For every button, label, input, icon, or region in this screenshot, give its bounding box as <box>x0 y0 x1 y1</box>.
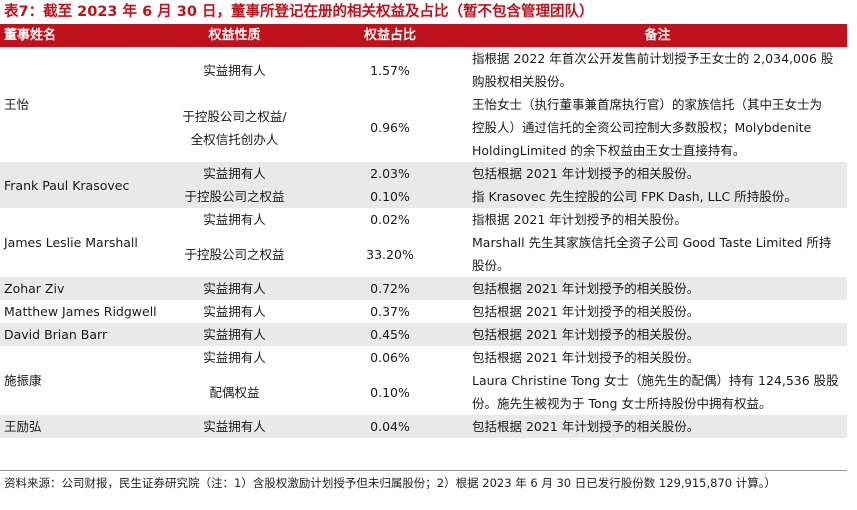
remark-cell: Marshall 先生其家族信托全资子公司 Good Taste Limited… <box>468 231 847 277</box>
equity-nature-line: 于控股公司之权益 <box>184 246 285 262</box>
equity-nature-line: 实益拥有人 <box>203 281 266 296</box>
table-row: 于控股公司之权益 33.20% Marshall 先生其家族信托全资子公司 Good… <box>0 231 847 277</box>
table-row: 王励弘 实益拥有人 0.04% 包括根据 2021 年计划授予的相关股份。 <box>0 415 847 438</box>
director-name-cell: Frank Paul Krasovec <box>0 162 157 208</box>
equity-nature-line: 配偶权益 <box>209 384 260 400</box>
equity-percent-cell: 0.72% <box>312 277 468 300</box>
remark-line: Marshall 先生其家族信托全资子公司 Good Taste Limited… <box>472 235 832 250</box>
director-name-cell: 施振康 <box>4 373 42 388</box>
director-name-cell: 王励弘 <box>0 415 157 438</box>
equity-nature-line: 实益拥有人 <box>203 62 266 78</box>
equity-nature-line: 实益拥有人 <box>203 350 266 365</box>
equity-percent-cell: 0.10% <box>370 384 410 400</box>
director-name-cell: James Leslie Marshall <box>4 235 138 250</box>
header-equity-percent: 权益占比 <box>312 24 468 47</box>
remark-line: 包括根据 2021 年计划授予的相关股份。 <box>472 327 700 342</box>
remark-line: 王怡女士（执行董事兼首席执行官）的家族信托（其中王女士为 <box>472 97 823 112</box>
equity-nature-cell: 实益拥有人 <box>157 208 312 231</box>
equity-percent-cell: 0.06% <box>370 350 410 365</box>
table-row: 王怡 实益拥有人 1.57% 指根据 2022 年首次公开发售前计划授予王女士的 2,… <box>0 47 847 112</box>
remark-cell: 包括根据 2021 年计划授予的相关股份。 <box>468 415 847 438</box>
equity-nature-cell: 实益拥有人 <box>157 162 312 185</box>
equity-nature-cell: 实益拥有人 <box>157 47 312 93</box>
equity-nature-cell: 于控股公司之权益 <box>157 185 312 208</box>
remark-line: 指 Krasovec 先生控股的公司 FPK Dash, LLC 所持股份。 <box>472 189 797 204</box>
remark-line: 包括根据 2021 年计划授予的相关股份。 <box>472 304 700 319</box>
director-name-cell: David Brian Barr <box>0 323 157 346</box>
table-header-row: 董事姓名 权益性质 权益占比 备注 <box>0 24 847 47</box>
equity-nature-line: 全权信托创办人 <box>190 131 279 147</box>
remark-line: 指根据 2022 年首次公开发售前计划授予王女士的 2,034,006 股 <box>472 51 834 66</box>
footer-divider <box>0 470 847 471</box>
equity-nature-line: 实益拥有人 <box>203 212 266 227</box>
equity-nature-cell: 于控股公司之权益/全权信托创办人 <box>157 93 312 162</box>
table-row: James Leslie Marshall 实益拥有人 0.02% 指根据 2021 … <box>0 208 847 250</box>
remark-cell: 王怡女士（执行董事兼首席执行官）的家族信托（其中王女士为 控股人）通过信托的全资公… <box>468 93 847 162</box>
remark-cell: 包括根据 2021 年计划授予的相关股份。 <box>468 300 847 323</box>
remark-line: HoldingLimited 的余下权益由王女士直接持有。 <box>472 143 746 158</box>
equity-percent-cell: 0.96% <box>370 120 410 135</box>
remark-cell: Laura Christine Tong 女士（施先生的配偶）持有 124,53… <box>468 369 847 415</box>
header-equity-nature: 权益性质 <box>157 24 312 47</box>
equity-percent-cell: 0.10% <box>312 185 468 208</box>
director-equity-table: 董事姓名 权益性质 权益占比 备注 王怡 实益拥有人 1.57% 指根据 2022 年… <box>0 24 847 438</box>
table-row: 于控股公司之权益 0.10% 指 Krasovec 先生控股的公司 FPK Dash… <box>0 185 847 208</box>
equity-percent-cell: 0.02% <box>370 212 410 227</box>
director-name-cell: Zohar Ziv <box>0 277 157 300</box>
equity-nature-cell: 于控股公司之权益 <box>157 231 312 277</box>
remark-line: 控股人）通过信托的全资公司控制大多数股权；Molybdenite <box>472 120 812 135</box>
equity-percent-cell: 0.45% <box>312 323 468 346</box>
table-row: Matthew James Ridgwell 实益拥有人 0.37% 包括根据 202… <box>0 300 847 323</box>
table-body: 王怡 实益拥有人 1.57% 指根据 2022 年首次公开发售前计划授予王女士的 2,… <box>0 47 847 438</box>
equity-percent-cell: 1.57% <box>370 62 410 78</box>
table-row: Frank Paul Krasovec 实益拥有人 2.03% 包括根据 2021 年… <box>0 162 847 208</box>
equity-nature-line: 实益拥有人 <box>203 327 266 342</box>
remark-line: 份。施先生被视为于 Tong 女士所持股份中拥有权益。 <box>472 396 772 411</box>
equity-nature-cell: 实益拥有人 <box>157 300 312 323</box>
table-row: David Brian Barr 实益拥有人 0.45% 包括根据 2021 年计划授… <box>0 323 847 346</box>
remark-cell: 包括根据 2021 年计划授予的相关股份。 <box>468 277 847 300</box>
equity-nature-cell: 实益拥有人 <box>157 415 312 438</box>
equity-nature-line: 于控股公司之权益 <box>184 189 285 204</box>
table-row: Zohar Ziv 实益拥有人 0.72% 包括根据 2021 年计划授予的相关股份。 <box>0 277 847 300</box>
table-title: 表7：截至 2023 年 6 月 30 日，董事所登记在册的相关权益及占比（暂不… <box>4 4 594 20</box>
equity-percent-cell: 2.03% <box>312 162 468 185</box>
remark-cell: 包括根据 2021 年计划授予的相关股份。 <box>468 346 847 369</box>
equity-percent-cell: 0.37% <box>370 304 410 319</box>
table-row: 施振康 实益拥有人 0.06% 包括根据 2021 年计划授予的相关股份。 <box>0 346 847 388</box>
director-name-cell: 王怡 <box>4 97 30 112</box>
equity-nature-line: 实益拥有人 <box>203 166 266 181</box>
director-name-cell: Matthew James Ridgwell <box>4 304 157 319</box>
remark-line: 购股权相关股份。 <box>472 74 573 89</box>
equity-nature-cell: 实益拥有人 <box>157 277 312 300</box>
remark-cell: 指根据 2021 年计划授予的相关股份。 <box>468 208 847 231</box>
equity-nature-line: 实益拥有人 <box>203 419 266 434</box>
remark-line: 包括根据 2021 年计划授予的相关股份。 <box>472 281 700 296</box>
table-row: 配偶权益 0.10% Laura Christine Tong 女士（施先生的配偶）… <box>0 369 847 415</box>
remark-line: 指根据 2021 年计划授予的相关股份。 <box>472 212 687 227</box>
equity-nature-cell: 实益拥有人 <box>157 346 312 369</box>
remark-line: 包括根据 2021 年计划授予的相关股份。 <box>472 419 700 434</box>
equity-nature-line: 于控股公司之权益/ <box>182 108 287 124</box>
remark-line: 股份。 <box>472 258 510 273</box>
equity-nature-cell: 配偶权益 <box>157 369 312 415</box>
remark-cell: 指根据 2022 年首次公开发售前计划授予王女士的 2,034,006 股购股权… <box>468 47 847 93</box>
remark-line: 包括根据 2021 年计划授予的相关股份。 <box>472 166 700 181</box>
table-row: 于控股公司之权益/全权信托创办人 0.96% 王怡女士（执行董事兼首席执行官）的家族… <box>0 93 847 162</box>
header-remarks: 备注 <box>468 24 847 47</box>
equity-nature-cell: 实益拥有人 <box>157 323 312 346</box>
equity-nature-line: 实益拥有人 <box>203 304 266 319</box>
remark-cell: 指 Krasovec 先生控股的公司 FPK Dash, LLC 所持股份。 <box>468 185 847 208</box>
remark-line: Laura Christine Tong 女士（施先生的配偶）持有 124,53… <box>472 373 839 388</box>
header-director-name: 董事姓名 <box>0 24 157 47</box>
remark-cell: 包括根据 2021 年计划授予的相关股份。 <box>468 323 847 346</box>
equity-percent-cell: 33.20% <box>366 246 414 262</box>
remark-line: 包括根据 2021 年计划授予的相关股份。 <box>472 350 700 365</box>
remark-cell: 包括根据 2021 年计划授予的相关股份。 <box>468 162 847 185</box>
source-footnote: 资料来源：公司财报，民生证券研究院（注：1）含股权激励计划授予但未归属股份；2）… <box>4 476 776 490</box>
equity-percent-cell: 0.04% <box>312 415 468 438</box>
